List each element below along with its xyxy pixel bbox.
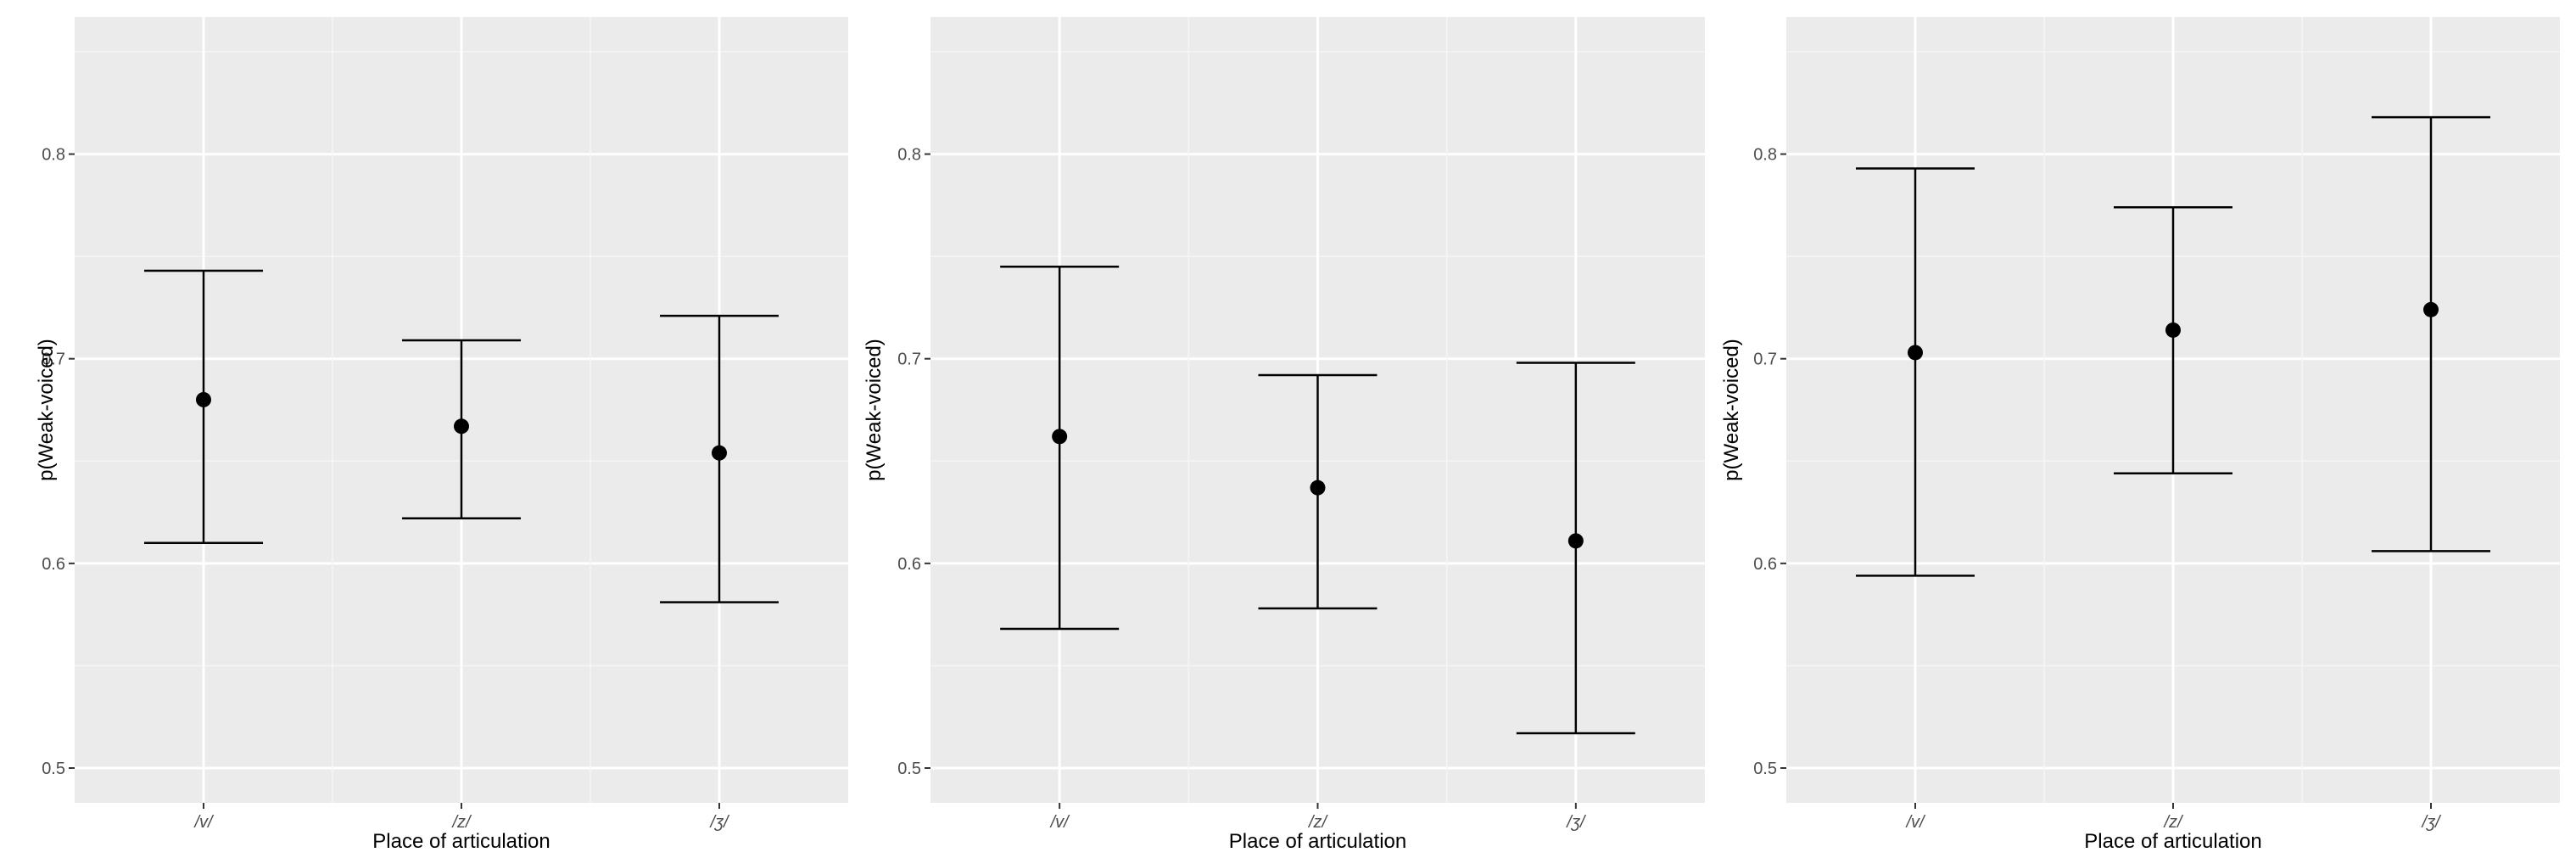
y-tick-label: 0.5 <box>42 760 65 778</box>
y-tick-label: 0.8 <box>42 146 65 165</box>
x-axis-title: Place of articulation <box>372 830 550 853</box>
data-point <box>1567 533 1584 549</box>
x-tick-label: /ʒ/ <box>2420 813 2442 832</box>
y-tick-label: 0.7 <box>1753 350 1777 369</box>
x-tick-label: /z/ <box>1307 813 1329 832</box>
y-axis-title: p(Weak-voiced) <box>35 339 58 481</box>
y-tick-label: 0.6 <box>897 555 921 574</box>
data-point <box>1310 479 1326 496</box>
x-tick-label: /ʒ/ <box>708 813 730 832</box>
data-point <box>2165 322 2181 338</box>
chart-panel-3: 0.5 0.6 0.7 0.8/v/ /z/ /ʒ/Place of articulati… <box>1720 17 2560 853</box>
error-bar <box>2114 206 2232 475</box>
x-axis-title: Place of articulation <box>1229 830 1406 853</box>
data-point <box>712 445 727 461</box>
y-tick-label: 0.8 <box>897 146 921 165</box>
y-tick-label: 0.8 <box>1753 146 1777 165</box>
y-axis-title: p(Weak-voiced) <box>1720 339 1743 481</box>
y-tick-label: 0.6 <box>1753 555 1777 574</box>
data-point <box>454 418 469 435</box>
data-point <box>1908 345 1923 361</box>
x-tick-label: /ʒ/ <box>1565 813 1587 832</box>
data-point <box>1052 429 1068 445</box>
y-axis-title: p(Weak-voiced) <box>863 339 886 481</box>
error-bar <box>2372 115 2490 552</box>
data-point <box>196 391 211 407</box>
x-tick-label: /z/ <box>450 813 472 832</box>
x-tick-label: /v/ <box>1049 813 1071 832</box>
y-tick-label: 0.7 <box>897 350 921 369</box>
y-tick-label: 0.5 <box>1753 760 1777 778</box>
x-tick-label: /v/ <box>1904 813 1926 832</box>
x-tick-label: /v/ <box>193 813 215 832</box>
y-tick-label: 0.5 <box>897 760 921 778</box>
y-tick-label: 0.7 <box>42 350 65 369</box>
data-point <box>2423 301 2439 317</box>
error-bar <box>1856 167 1975 577</box>
error-bar <box>1000 265 1120 631</box>
x-tick-label: /z/ <box>2162 813 2184 832</box>
x-axis-title: Place of articulation <box>2084 830 2261 853</box>
y-tick-label: 0.6 <box>42 555 65 574</box>
chart-panel-2: 0.5 0.6 0.7 0.8/v/ /z/ /ʒ/Place of articulati… <box>863 17 1705 853</box>
chart-panel-1: 0.5 0.6 0.7 0.8/v/ /z/ /ʒ/Place of articulati… <box>35 17 848 853</box>
